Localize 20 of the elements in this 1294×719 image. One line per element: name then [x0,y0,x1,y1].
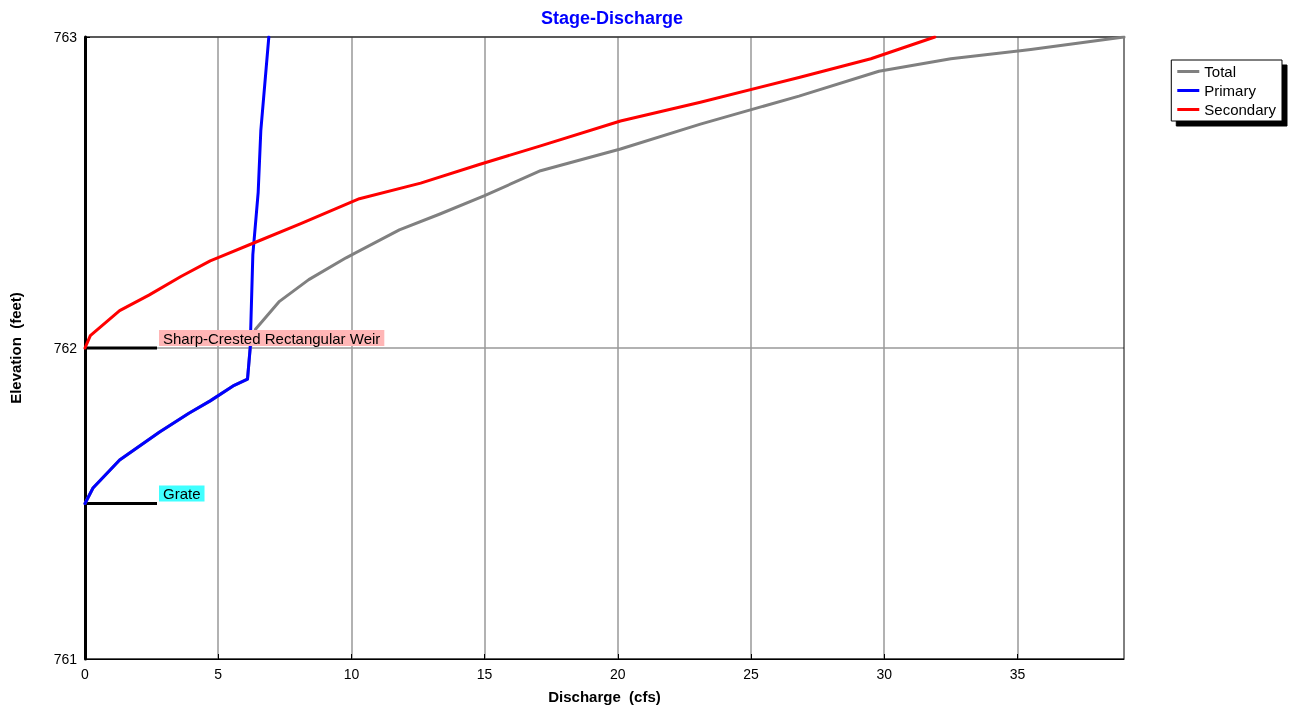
x-tick-label: 5 [214,666,223,682]
x-tick-label: 10 [343,666,360,682]
y-tick-label: 762 [53,340,78,356]
x-axis-title: Discharge (cfs) [548,688,661,705]
ref-line-label: Sharp-Crested Rectangular Weir [163,329,381,347]
line-series [83,35,937,350]
y-tick-label: 763 [53,29,78,45]
y-tick-label: 761 [53,651,78,667]
legend-label: Primary [1204,82,1257,99]
chart-title: Stage-Discharge [540,8,684,28]
legend-label: Total [1204,63,1236,80]
y-axis-title: Elevation (feet) [7,292,24,404]
ref-line-label: Grate [163,485,201,502]
x-tick-label: 35 [1009,666,1026,682]
x-tick-label: 15 [476,666,493,682]
legend-label: Secondary [1204,101,1277,118]
x-tick-label: 0 [81,666,90,682]
x-tick-label: 30 [876,666,893,682]
x-tick-label: 25 [743,666,760,682]
x-tick-label: 20 [610,666,626,682]
